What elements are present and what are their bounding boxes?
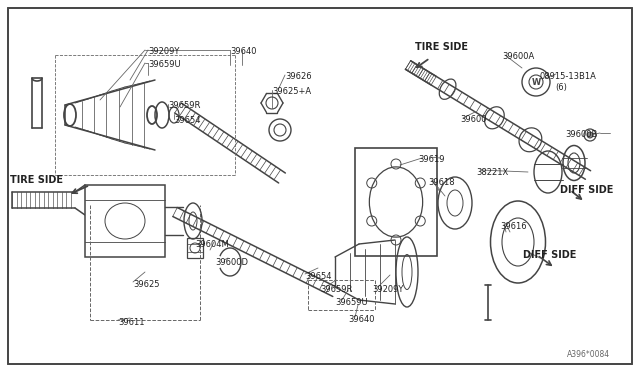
Text: 39611: 39611 [118,318,145,327]
Text: 39640: 39640 [230,47,257,56]
Text: TIRE SIDE: TIRE SIDE [415,42,468,52]
Text: 39640: 39640 [348,315,374,324]
Text: 39616: 39616 [500,222,527,231]
Text: 39659U: 39659U [335,298,367,307]
Text: 08915-13B1A: 08915-13B1A [540,72,597,81]
Text: 39618: 39618 [428,178,454,187]
Text: 39600: 39600 [460,115,486,124]
Text: 39654: 39654 [174,116,200,125]
Bar [85,185,165,257]
Bar [187,238,203,258]
Text: TIRE SIDE: TIRE SIDE [10,175,63,185]
Text: A396*0084: A396*0084 [567,350,610,359]
Text: DIFF SIDE: DIFF SIDE [560,185,613,195]
Text: 39600B: 39600B [565,130,597,139]
Text: 39659U: 39659U [148,60,180,69]
Text: DIFF SIDE: DIFF SIDE [523,250,577,260]
Text: 39209Y: 39209Y [372,285,403,294]
Text: 39619: 39619 [418,155,445,164]
Text: 39626: 39626 [285,72,312,81]
Text: 38221X: 38221X [476,168,508,177]
Text: 39625+A: 39625+A [272,87,311,96]
Bar [355,148,437,256]
Text: 39625: 39625 [133,280,159,289]
Text: 39600A: 39600A [502,52,534,61]
Circle shape [587,132,593,138]
Text: W: W [531,77,541,87]
Text: 39600D: 39600D [215,258,248,267]
Text: (6): (6) [555,83,567,92]
Text: 39604M: 39604M [195,240,228,249]
Text: 39654: 39654 [305,272,332,281]
Text: 39659R: 39659R [168,101,200,110]
Text: 39659R: 39659R [320,285,353,294]
Text: 39209Y: 39209Y [148,47,179,56]
